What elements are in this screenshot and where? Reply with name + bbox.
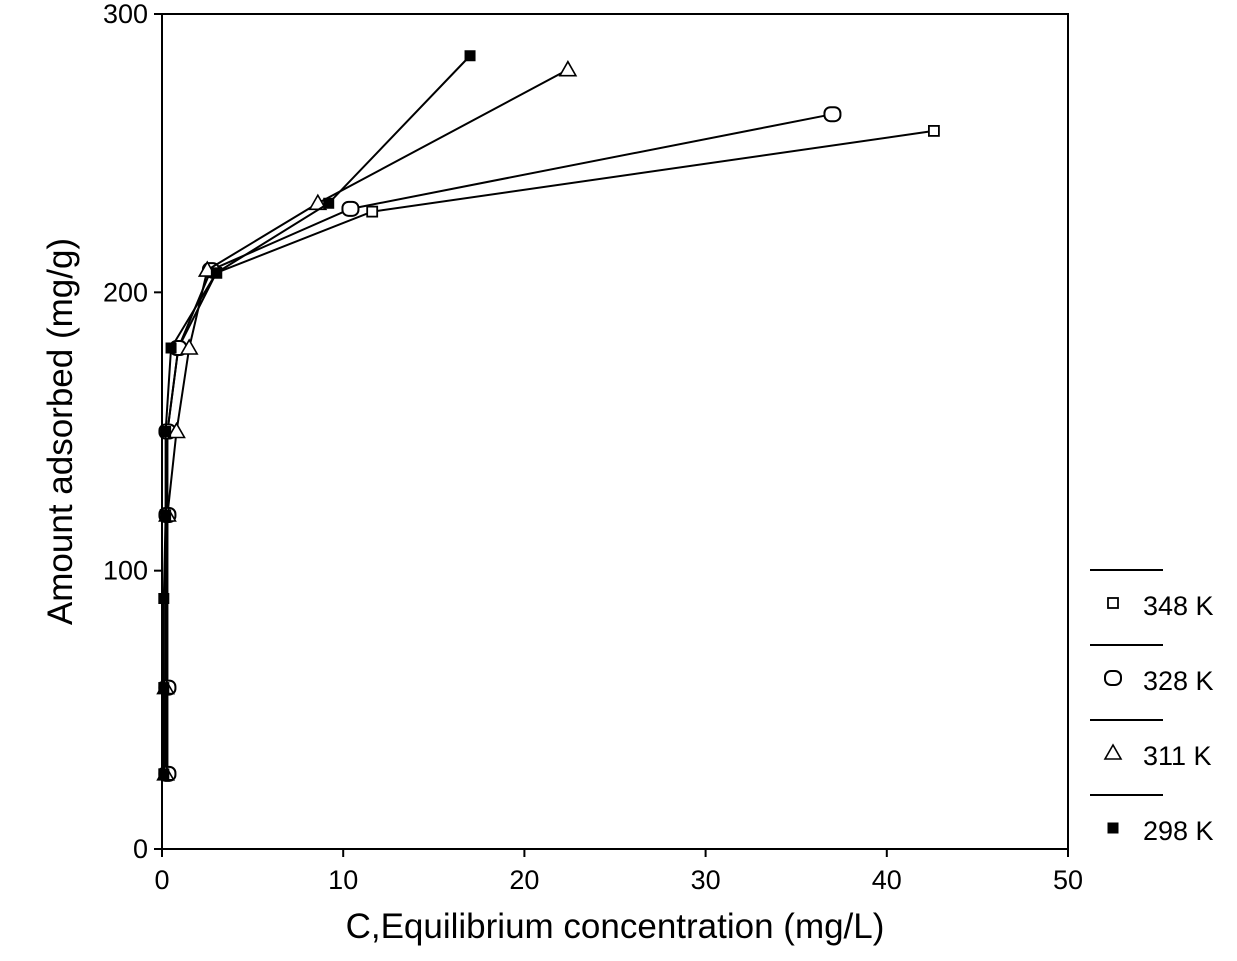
- y-tick-label: 200: [103, 277, 148, 307]
- x-tick-label: 30: [691, 865, 721, 895]
- series-328-k: [158, 106, 842, 782]
- y-tick-label: 0: [133, 834, 148, 864]
- legend-label-311-k: 311 K: [1143, 741, 1212, 771]
- data-point-311-k: [558, 60, 578, 77]
- y-tick-label: 100: [103, 556, 148, 586]
- data-point-328-k: [823, 106, 842, 123]
- data-point-298-k: [158, 768, 170, 780]
- x-tick-label: 10: [328, 865, 358, 895]
- data-point-298-k: [160, 426, 172, 437]
- data-point-311-k: [179, 338, 199, 355]
- legend-item-328-k: 328 K: [1090, 644, 1214, 696]
- legend-marker-328-k: [1104, 670, 1122, 686]
- data-point-298-k: [165, 342, 177, 354]
- legend-label-328-k: 328 K: [1143, 666, 1214, 696]
- x-tick-label: 50: [1053, 865, 1083, 895]
- series-348-k: [159, 125, 940, 780]
- plot-area-frame: [161, 13, 1069, 850]
- data-point-298-k: [158, 593, 170, 604]
- series-311-k: [156, 60, 578, 781]
- legend-label-298-k: 298 K: [1143, 816, 1214, 846]
- data-point-311-k: [167, 421, 186, 439]
- legend-item-348-k: 348 K: [1090, 569, 1214, 621]
- data-point-298-k: [464, 50, 476, 62]
- series-298-k: [158, 50, 476, 780]
- data-point-298-k: [210, 267, 222, 279]
- x-axis-title: C,Equilibrium concentration (mg/L): [346, 907, 885, 946]
- data-point-348-k: [366, 205, 379, 218]
- y-tick-label: 300: [103, 0, 148, 29]
- legend-item-311-k: 311 K: [1090, 719, 1212, 771]
- series-line-298-k: [162, 55, 471, 774]
- x-tick-label: 0: [154, 865, 169, 895]
- series-line-311-k: [164, 68, 569, 774]
- legend-marker-311-k: [1103, 743, 1123, 760]
- data-point-298-k: [323, 197, 335, 209]
- x-tick-label: 40: [872, 865, 902, 895]
- data-point-328-k: [341, 200, 360, 217]
- series-line-328-k: [166, 113, 833, 774]
- legend-label-348-k: 348 K: [1143, 591, 1214, 621]
- legend-marker-298-k: [1107, 822, 1119, 834]
- legend-item-298-k: 298 K: [1090, 794, 1214, 846]
- data-point-298-k: [158, 682, 170, 694]
- data-point-348-k: [928, 125, 940, 137]
- data-point-298-k: [160, 509, 172, 521]
- x-tick-label: 20: [509, 865, 539, 895]
- series-line-348-k: [164, 129, 935, 774]
- legend-marker-348-k: [1107, 597, 1119, 609]
- y-axis-title: Amount adsorbed (mg/g): [41, 238, 80, 625]
